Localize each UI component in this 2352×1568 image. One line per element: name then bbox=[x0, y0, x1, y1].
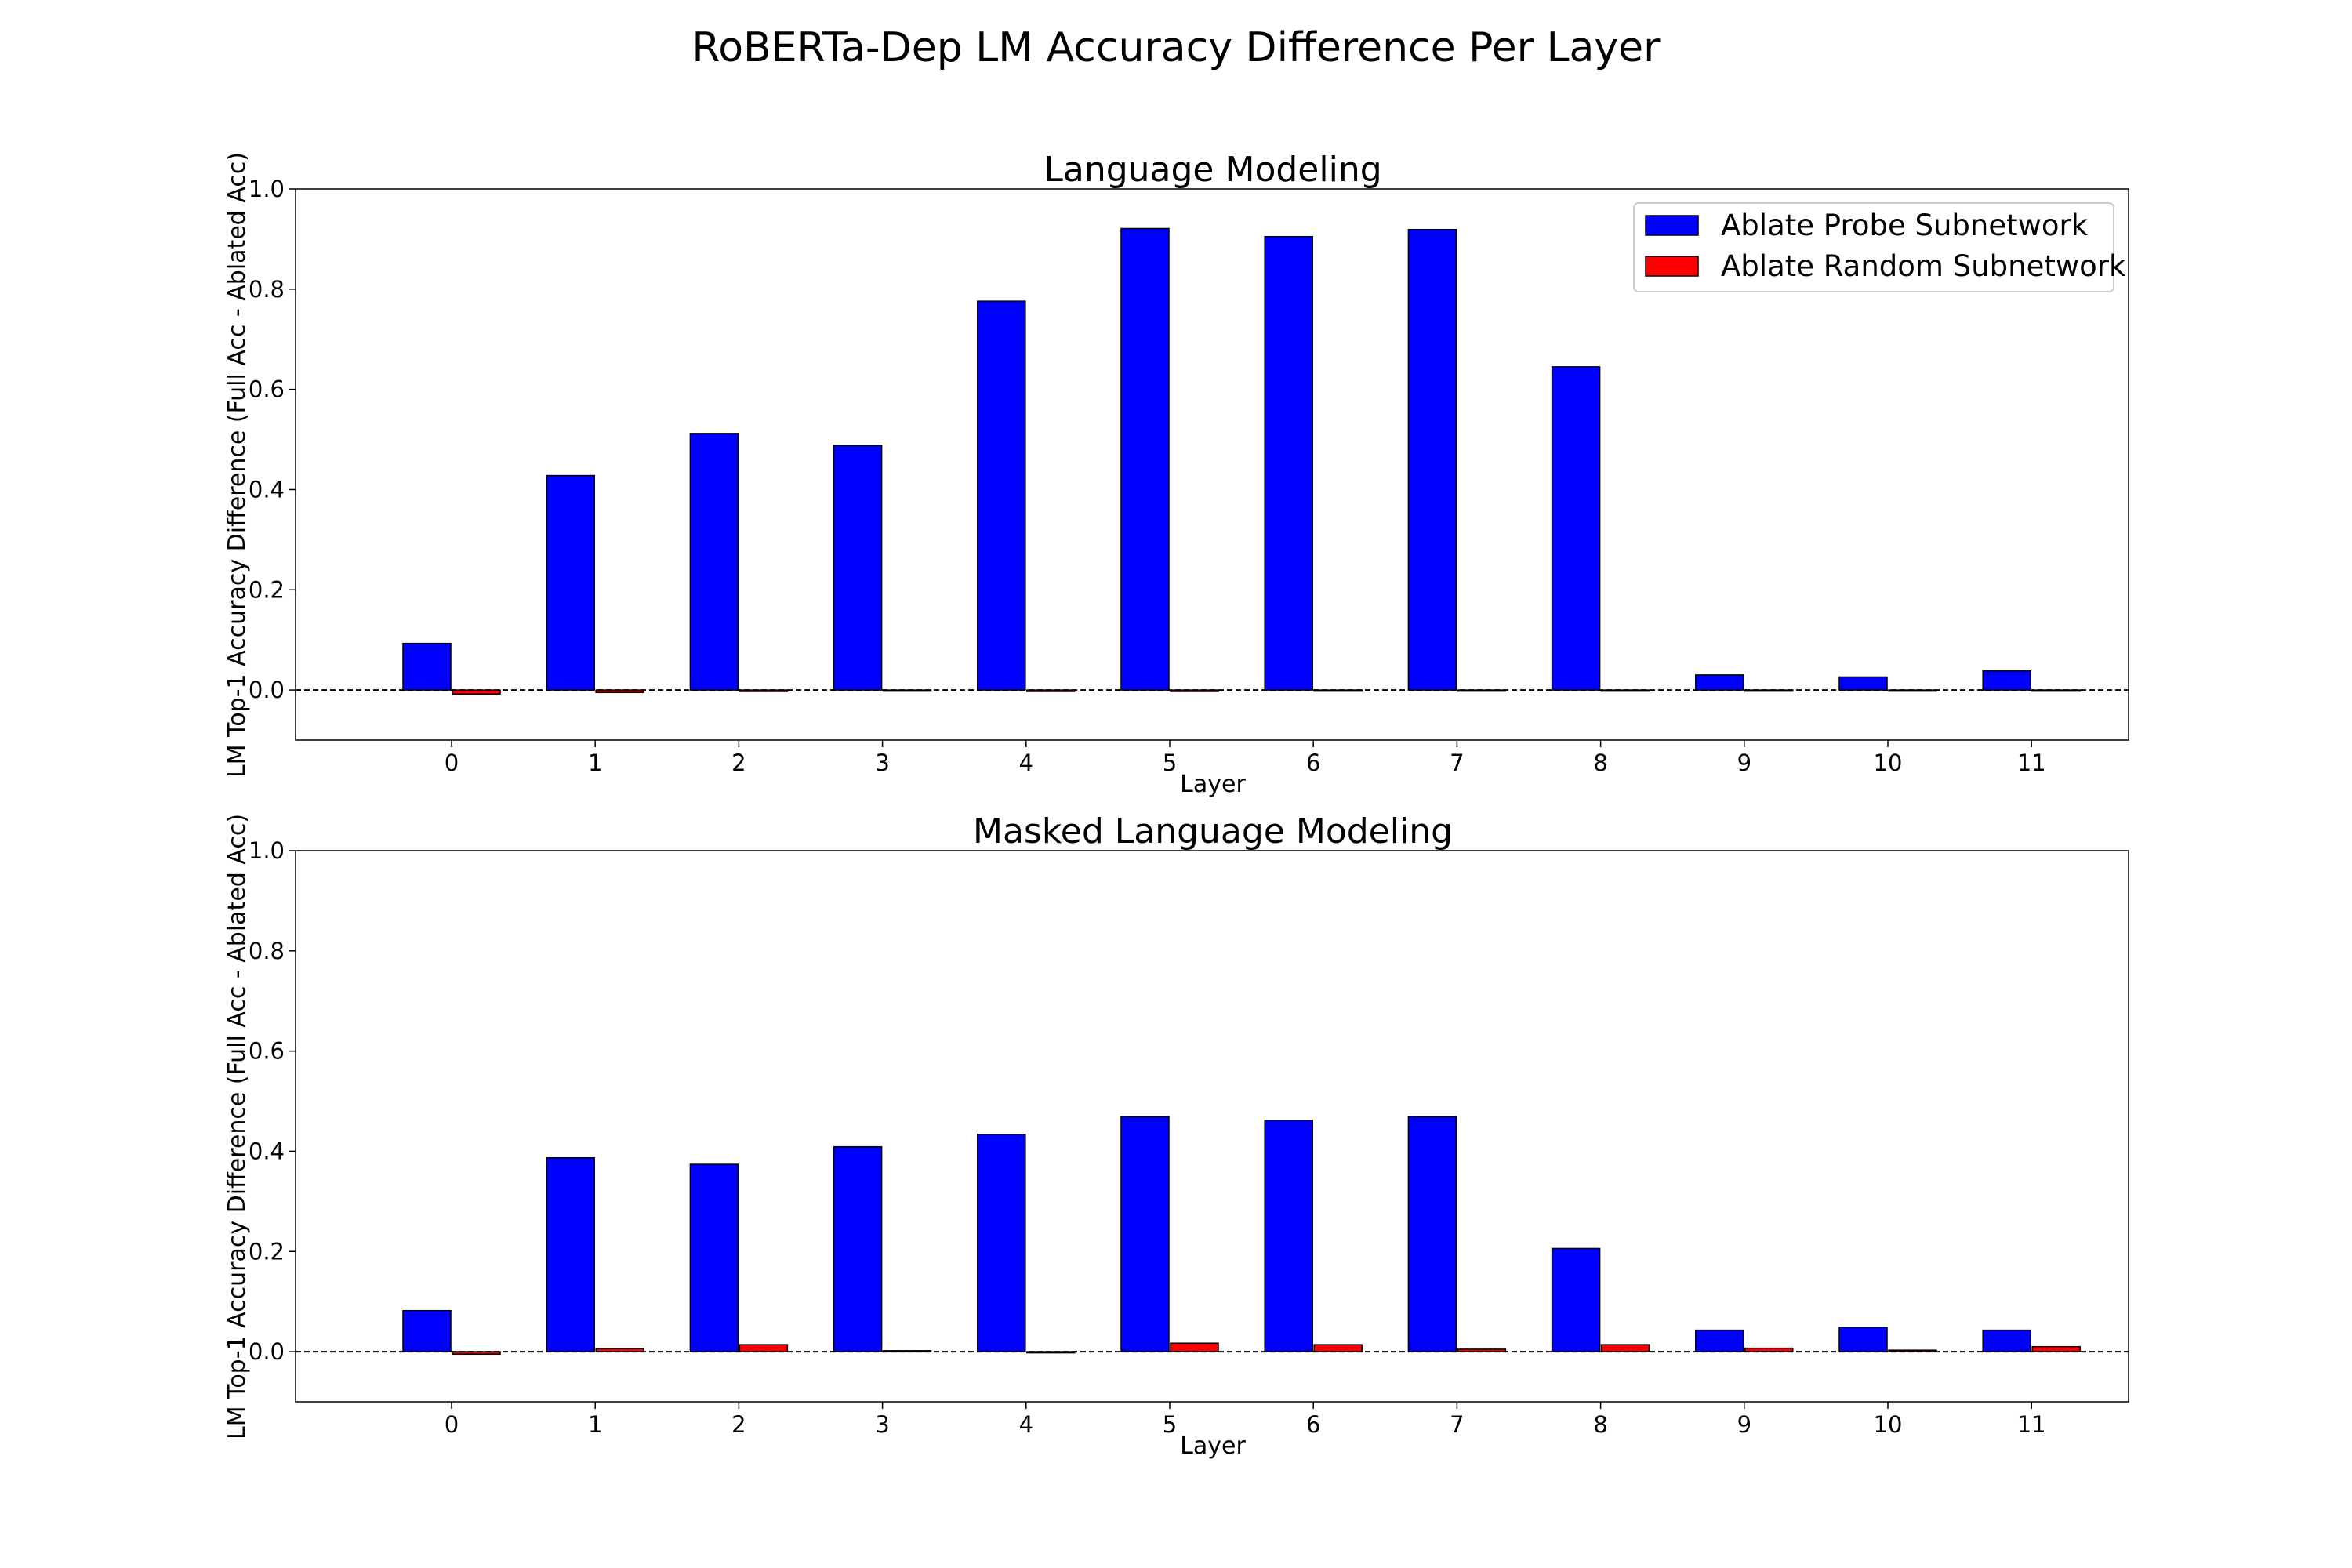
y-tick-label: 1.0 bbox=[249, 837, 285, 864]
x-tick-label: 9 bbox=[1737, 1411, 1751, 1438]
bar-random-subnetwork bbox=[739, 1344, 789, 1352]
bar-probe-subnetwork bbox=[546, 1157, 595, 1352]
y-tick-label: 0.0 bbox=[249, 1338, 285, 1365]
x-tick-label: 8 bbox=[1593, 750, 1607, 776]
x-tick-label: 3 bbox=[875, 750, 889, 776]
bar-random-subnetwork bbox=[1600, 1344, 1650, 1352]
bar-probe-subnetwork bbox=[402, 642, 452, 691]
bar-random-subnetwork bbox=[1744, 689, 1794, 692]
bar-probe-subnetwork bbox=[1695, 1329, 1744, 1352]
bar-probe-subnetwork bbox=[402, 1309, 452, 1352]
y-tick-label: 0.6 bbox=[249, 1038, 285, 1065]
chart-title: Masked Language Modeling bbox=[973, 811, 1453, 851]
bar-probe-subnetwork bbox=[833, 445, 883, 691]
y-tick-label: 0.2 bbox=[249, 1238, 285, 1265]
bars bbox=[296, 227, 2129, 695]
bar-probe-subnetwork bbox=[977, 300, 1026, 691]
plot-frame bbox=[295, 850, 2129, 1403]
bar-probe-subnetwork bbox=[689, 1163, 739, 1352]
y-tick-label: 0.4 bbox=[249, 476, 285, 503]
legend-box bbox=[1633, 202, 2114, 292]
y-axis-label: LM Top-1 Accuracy Difference (Full Acc -… bbox=[223, 814, 251, 1439]
axis-ticks: 0.0 0.2 0.4 0.6 0.8 1.0 0 1 2 3 4 5 6 7 8 9 10 11 bbox=[249, 837, 2046, 1438]
y-axis-label: LM Top-1 Accuracy Difference (Full Acc -… bbox=[223, 152, 251, 778]
x-tick-label: 9 bbox=[1737, 750, 1751, 776]
bar-random-subnetwork bbox=[882, 689, 932, 692]
x-axis-label: Layer bbox=[1180, 1432, 1246, 1460]
bar-probe-subnetwork bbox=[1982, 1329, 2031, 1352]
bars bbox=[296, 1116, 2129, 1356]
x-tick-label: 4 bbox=[1019, 1411, 1033, 1438]
y-tick-label: 0.8 bbox=[249, 938, 285, 964]
x-tick-label: 11 bbox=[2017, 750, 2046, 776]
x-tick-label: 10 bbox=[1874, 750, 1903, 776]
y-tick-label: 0.0 bbox=[249, 677, 285, 703]
y-tick-label: 0.6 bbox=[249, 376, 285, 403]
chart-title: Language Modeling bbox=[1044, 150, 1381, 190]
bar-probe-subnetwork bbox=[546, 474, 595, 691]
x-tick-label: 5 bbox=[1163, 1411, 1177, 1438]
bar-probe-subnetwork bbox=[689, 433, 739, 691]
bar-random-subnetwork bbox=[452, 1351, 501, 1356]
bar-random-subnetwork bbox=[452, 689, 501, 695]
bar-probe-subnetwork bbox=[1120, 227, 1170, 691]
bar-probe-subnetwork bbox=[1407, 1116, 1457, 1352]
plot-frame bbox=[295, 188, 2129, 741]
x-tick-label: 0 bbox=[445, 750, 459, 776]
bar-random-subnetwork bbox=[1744, 1347, 1794, 1352]
bar-random-subnetwork bbox=[1170, 1342, 1219, 1352]
x-tick-label: 7 bbox=[1450, 1411, 1464, 1438]
x-tick-label: 8 bbox=[1593, 1411, 1607, 1438]
y-tick-label: 0.8 bbox=[249, 276, 285, 303]
axis-ticks: 0.0 0.2 0.4 0.6 0.8 1.0 0 1 2 3 4 5 6 7 8 9 10 11 bbox=[249, 176, 2046, 776]
y-tick-label: 0.4 bbox=[249, 1138, 285, 1164]
legend-swatch-probe bbox=[1645, 215, 1699, 236]
x-tick-label: 7 bbox=[1450, 750, 1464, 776]
bar-random-subnetwork bbox=[1313, 689, 1363, 692]
bar-probe-subnetwork bbox=[1838, 1327, 1888, 1352]
bar-probe-subnetwork bbox=[1695, 674, 1744, 691]
bar-random-subnetwork bbox=[1313, 1344, 1363, 1352]
x-tick-label: 3 bbox=[875, 1411, 889, 1438]
bar-probe-subnetwork bbox=[1551, 366, 1601, 691]
y-tick-label: 0.2 bbox=[249, 576, 285, 603]
x-tick-label: 4 bbox=[1019, 750, 1033, 776]
x-tick-label: 6 bbox=[1306, 750, 1320, 776]
x-tick-label: 11 bbox=[2017, 1411, 2046, 1438]
x-tick-label: 2 bbox=[731, 750, 746, 776]
bar-probe-subnetwork bbox=[833, 1145, 883, 1352]
chart-legend: Ablate Probe Subnetwork Ablate Random Su… bbox=[1633, 202, 2126, 292]
y-tick-label: 1.0 bbox=[249, 176, 285, 202]
legend-label-probe: Ablate Probe Subnetwork bbox=[1721, 209, 2089, 242]
legend-swatch-random bbox=[1645, 256, 1699, 277]
bar-random-subnetwork bbox=[882, 1350, 932, 1353]
language-modeling-chart: Language Modeling Layer LM Top-1 Accurac… bbox=[223, 150, 2129, 798]
x-tick-label: 0 bbox=[445, 1411, 459, 1438]
bar-probe-subnetwork bbox=[977, 1133, 1026, 1352]
legend-label-random: Ablate Random Subnetwork bbox=[1721, 249, 2126, 283]
masked-language-modeling-chart: Masked Language Modeling Layer LM Top-1 … bbox=[223, 811, 2129, 1460]
x-tick-label: 6 bbox=[1306, 1411, 1320, 1438]
figure-title: RoBERTa-Dep LM Accuracy Difference Per L… bbox=[691, 24, 1661, 71]
bar-probe-subnetwork bbox=[1264, 1120, 1313, 1352]
x-tick-label: 5 bbox=[1163, 750, 1177, 776]
x-tick-label: 10 bbox=[1874, 1411, 1903, 1438]
x-tick-label: 1 bbox=[588, 750, 602, 776]
bar-probe-subnetwork bbox=[1982, 670, 2031, 691]
bar-probe-subnetwork bbox=[1838, 676, 1888, 691]
bar-probe-subnetwork bbox=[1551, 1247, 1601, 1352]
x-tick-label: 2 bbox=[731, 1411, 746, 1438]
bar-probe-subnetwork bbox=[1264, 235, 1313, 691]
x-axis-label: Layer bbox=[1180, 771, 1246, 798]
bar-probe-subnetwork bbox=[1407, 229, 1457, 691]
bar-probe-subnetwork bbox=[1120, 1116, 1170, 1352]
x-tick-label: 1 bbox=[588, 1411, 602, 1438]
